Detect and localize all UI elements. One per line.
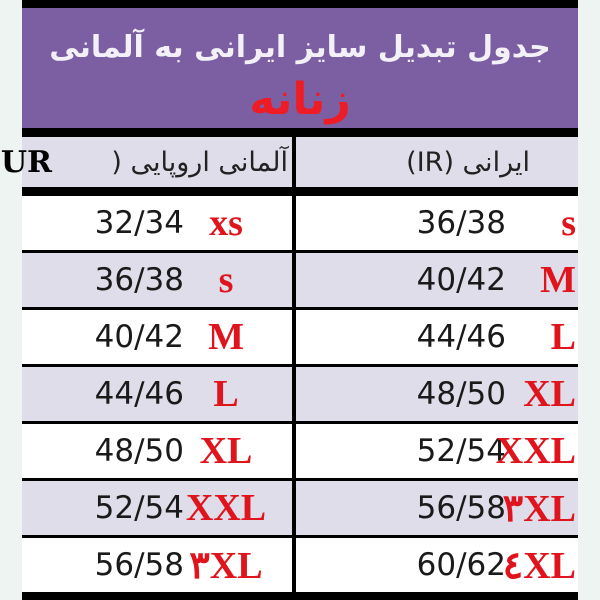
ir-size: ۳XL [502,487,576,530]
header-eur-overflow: EUR [0,137,52,187]
eur-size: s [218,259,234,301]
cell-eur: 40/42 M [22,310,292,364]
cell-eur: 36/38 s [22,253,292,307]
eur-number: 52/54 [94,490,184,526]
table-subtitle: زنانه [249,74,351,125]
table-row: 32/34 xs 36/38 s [22,196,578,250]
eur-size: XL [199,430,253,472]
table-row: 40/42 M 44/46 L [22,310,578,364]
size-table: جدول تبدیل سایز ایرانی به آلمانی زنانه آ… [22,0,578,600]
table-row: 56/58 ۳XL 60/62 ٤XL [22,538,578,592]
eur-number: 48/50 [94,433,184,469]
ir-size: ٤XL [502,544,576,587]
table-row: 44/46 L 48/50 XL [22,367,578,421]
cell-ir: 52/54 XXL [296,424,578,478]
ir-number: 40/42 [416,262,506,298]
eur-size: M [208,316,244,358]
ir-size: XL [523,373,576,415]
header-eur: آلمانی اروپایی ( [22,137,292,187]
cell-ir: 56/58 ۳XL [296,481,578,535]
cell-ir: 40/42 M [296,253,578,307]
cell-ir: 60/62 ٤XL [296,538,578,592]
header-eur-overflow-text: EUR [0,144,52,180]
eur-size: L [213,373,239,415]
cell-eur: 56/58 ۳XL [22,538,292,592]
table-title: جدول تبدیل سایز ایرانی به آلمانی [49,30,551,65]
header-eur-label: آلمانی اروپایی ( [111,146,288,178]
cell-ir: 44/46 L [296,310,578,364]
table-row: 36/38 s 40/42 M [22,253,578,307]
ir-number: 52/54 [416,433,506,469]
title-band: جدول تبدیل سایز ایرانی به آلمانی زنانه [22,8,578,128]
ir-number: 60/62 [416,547,506,583]
ir-number: 48/50 [416,376,506,412]
cell-ir: 48/50 XL [296,367,578,421]
cell-eur: 44/46 L [22,367,292,421]
cell-eur: 52/54 XXL [22,481,292,535]
ir-size: s [561,202,576,244]
table-row: 48/50 XL 52/54 XXL [22,424,578,478]
eur-number: 56/58 [94,547,184,583]
cell-ir: 36/38 s [296,196,578,250]
ir-size: XXL [495,430,576,472]
eur-size: ۳XL [189,544,263,587]
eur-size: XXL [185,487,267,529]
table-row: 52/54 XXL 56/58 ۳XL [22,481,578,535]
header-ir: ایرانی (IR) [296,137,578,187]
ir-size: M [540,259,576,301]
eur-size: xs [209,202,243,244]
ir-number: 44/46 [416,319,506,355]
header-ir-label: ایرانی (IR) [406,146,530,178]
cell-eur: 32/34 xs [22,196,292,250]
ir-number: 56/58 [416,490,506,526]
eur-number: 36/38 [94,262,184,298]
cell-eur: 48/50 XL [22,424,292,478]
ir-size: L [550,316,576,358]
ir-number: 36/38 [416,205,506,241]
eur-number: 44/46 [94,376,184,412]
eur-number: 40/42 [94,319,184,355]
eur-number: 32/34 [94,205,184,241]
